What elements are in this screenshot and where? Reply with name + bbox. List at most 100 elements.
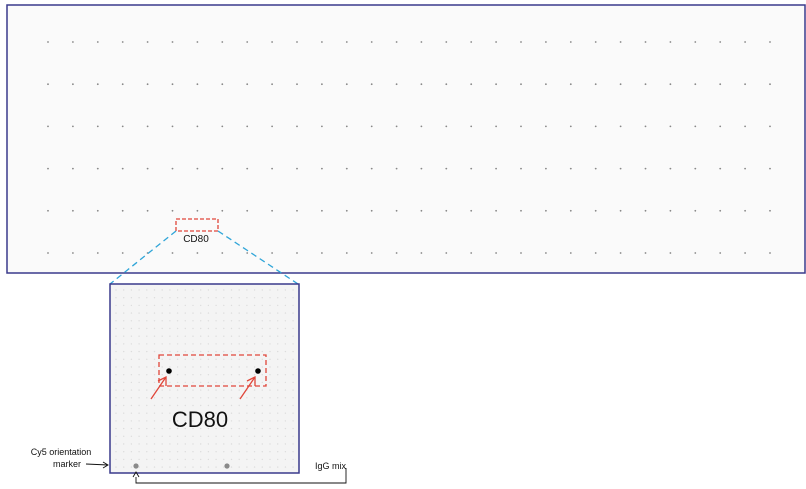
array-spot xyxy=(96,167,99,170)
zoom-background-spot xyxy=(277,458,279,461)
zoom-background-spot xyxy=(253,320,256,322)
array-spot xyxy=(594,41,597,43)
zoom-background-spot xyxy=(207,327,210,330)
array-spot xyxy=(271,41,273,43)
zoom-background-spot xyxy=(169,320,171,322)
array-spot xyxy=(594,252,597,254)
zoom-background-spot xyxy=(146,304,148,307)
zoom-background-spot xyxy=(130,451,133,453)
zoom-background-spot xyxy=(207,389,210,391)
array-spot xyxy=(445,167,448,170)
zoom-background-spot xyxy=(261,289,263,291)
zoom-background-spot xyxy=(269,412,271,414)
zoom-background-spot xyxy=(200,404,202,407)
array-spot xyxy=(171,209,174,212)
array-spot xyxy=(744,83,746,86)
zoom-background-spot xyxy=(269,297,271,299)
zoom-background-spot xyxy=(253,427,256,430)
zoom-background-spot xyxy=(223,343,225,345)
zoom-background-spot xyxy=(207,350,210,353)
zoom-background-spot xyxy=(169,412,171,414)
zoom-background-spot xyxy=(253,312,256,314)
zoom-background-spot xyxy=(176,466,179,468)
zoom-background-spot xyxy=(192,397,194,399)
zoom-background-spot xyxy=(200,312,202,314)
zoom-background-spot xyxy=(192,358,194,360)
zoom-background-spot xyxy=(261,350,263,353)
zoom-background-spot xyxy=(184,312,186,314)
zoom-background-spot xyxy=(269,404,271,407)
zoom-background-spot xyxy=(192,381,194,384)
zoom-background-spot xyxy=(146,404,148,407)
array-spot xyxy=(744,209,746,212)
zoom-background-spot xyxy=(115,404,117,407)
zoom-background-spot xyxy=(284,289,287,291)
zoom-background-spot xyxy=(184,327,186,330)
zoom-background-spot xyxy=(246,458,248,461)
array-spot xyxy=(644,83,647,86)
zoom-background-spot xyxy=(176,435,179,437)
arrow-right-head xyxy=(246,375,256,386)
zoom-background-spot xyxy=(269,427,271,430)
arrow-left-shaft xyxy=(150,376,167,400)
array-spot xyxy=(470,167,473,170)
zoom-background-spot xyxy=(169,350,171,353)
zoom-background-spot xyxy=(115,350,117,353)
zoom-background-spot xyxy=(123,443,125,445)
array-spot xyxy=(121,125,124,128)
zoom-background-spot xyxy=(184,374,186,376)
array-spot xyxy=(345,167,348,170)
zoom-background-spot xyxy=(215,451,217,453)
zoom-background-spot xyxy=(169,335,171,337)
zoom-background-spot xyxy=(238,412,240,414)
array-spot xyxy=(495,252,497,254)
zoom-background-spot xyxy=(169,404,171,407)
zoom-background-spot xyxy=(138,343,140,345)
array-spot xyxy=(96,41,99,43)
array-spot xyxy=(644,209,647,212)
array-spot xyxy=(644,167,647,170)
array-spot xyxy=(420,83,423,86)
zoom-background-spot xyxy=(153,435,156,437)
zoom-background-spot xyxy=(215,358,217,360)
zoom-background-spot xyxy=(261,327,263,330)
zoom-background-spot xyxy=(169,451,171,453)
zoom-background-spot xyxy=(161,327,163,330)
array-spot xyxy=(345,209,348,212)
zoom-background-spot xyxy=(246,412,248,414)
zoom-background-spot xyxy=(138,335,140,337)
zoom-background-spot xyxy=(161,420,163,422)
zoom-background-spot xyxy=(146,374,148,376)
zoom-background-spot xyxy=(138,466,140,468)
array-spot xyxy=(619,167,622,170)
igg-mix-bracket-head xyxy=(132,471,140,478)
array-spot xyxy=(271,83,273,86)
zoom-background-spot xyxy=(115,466,117,468)
zoom-background-spot xyxy=(207,374,210,376)
array-spot xyxy=(72,252,74,254)
array-spot xyxy=(96,83,99,86)
zoom-background-spot xyxy=(176,412,179,414)
full-array-highlight-box xyxy=(175,218,219,232)
zoom-background-spot xyxy=(161,427,163,430)
zoom-background-spot xyxy=(253,304,256,307)
zoom-background-spot xyxy=(277,312,279,314)
zoom-background-spot xyxy=(115,289,117,291)
zoom-background-spot xyxy=(269,350,271,353)
zoom-background-spot xyxy=(207,304,210,307)
zoom-background-spot xyxy=(292,404,294,407)
array-spot xyxy=(669,167,672,170)
zoom-background-spot xyxy=(161,404,163,407)
array-spot xyxy=(520,167,522,170)
array-spot xyxy=(47,209,49,212)
zoom-line-left xyxy=(109,230,177,285)
zoom-background-spot xyxy=(161,304,163,307)
zoom-background-spot xyxy=(292,458,294,461)
zoom-background-spot xyxy=(253,458,256,461)
array-spot xyxy=(769,41,771,43)
zoom-background-spot xyxy=(253,343,256,345)
zoom-background-spot xyxy=(230,327,233,330)
zoom-background-spot xyxy=(284,327,287,330)
zoom-background-spot xyxy=(277,389,279,391)
